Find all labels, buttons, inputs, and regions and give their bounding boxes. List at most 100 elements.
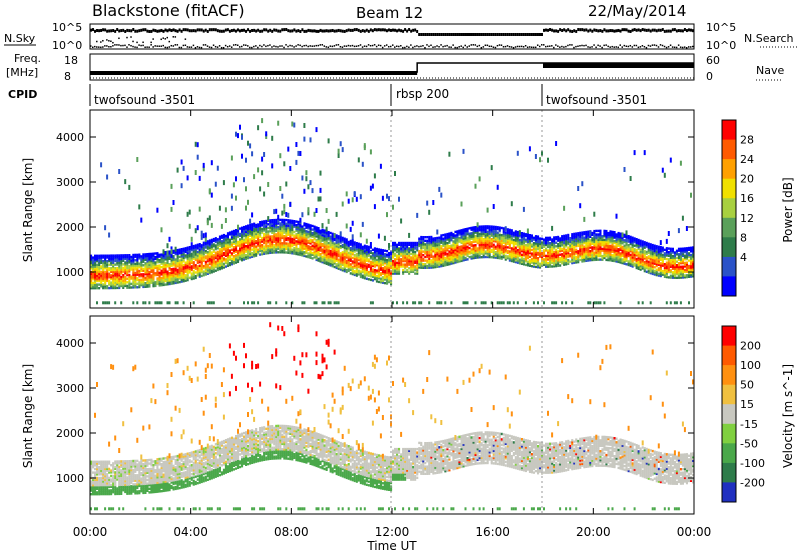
data-cell (194, 255, 197, 258)
data-cell (549, 265, 552, 268)
data-cell (210, 254, 213, 258)
data-cell (142, 269, 145, 272)
data-cell (224, 234, 227, 238)
data-cell (98, 272, 101, 275)
data-cell (206, 254, 209, 257)
data-cell (480, 225, 483, 228)
data-cell (464, 258, 467, 261)
data-cell (434, 264, 437, 267)
data-cell (269, 235, 272, 238)
data-cell (136, 282, 139, 285)
data-cell (235, 247, 238, 250)
data-cell (247, 140, 249, 146)
data-cell (190, 258, 193, 261)
data-cell (112, 286, 115, 290)
data-cell (605, 247, 608, 251)
data-cell (186, 278, 189, 282)
data-cell (520, 260, 523, 264)
data-cell (226, 235, 229, 239)
data-cell (194, 228, 197, 234)
data-cell (325, 251, 328, 255)
data-cell (641, 245, 644, 249)
data-cell (436, 242, 439, 245)
data-cell (555, 264, 558, 268)
data-cell (235, 261, 238, 264)
data-cell (398, 243, 401, 246)
data-cell (573, 257, 576, 261)
data-cell (249, 218, 252, 224)
data-cell (114, 281, 117, 284)
data-cell (172, 256, 175, 260)
data-cell (210, 263, 213, 267)
data-cell (323, 243, 326, 247)
data-cell (216, 250, 219, 254)
data-cell (174, 246, 177, 252)
data-cell (353, 259, 356, 262)
data-cell (545, 256, 548, 259)
data-cell (579, 255, 582, 258)
data-cell (649, 266, 652, 269)
data-cell (561, 242, 564, 245)
data-cell (440, 241, 443, 244)
data-cell (116, 277, 119, 281)
data-cell (299, 241, 302, 244)
data-cell (386, 278, 389, 282)
data-cell (275, 244, 278, 247)
data-cell (462, 246, 465, 249)
data-cell (476, 252, 479, 256)
data-cell (520, 233, 523, 237)
data-cell (438, 301, 441, 305)
data-cell (148, 276, 151, 279)
data-cell (94, 283, 97, 286)
data-cell (182, 165, 185, 171)
data-cell (307, 184, 310, 190)
data-cell (180, 267, 183, 271)
data-cell (245, 255, 248, 259)
data-cell (406, 261, 409, 264)
data-cell (180, 249, 183, 253)
data-cell (136, 266, 139, 269)
data-cell (333, 233, 336, 238)
data-cell (271, 228, 274, 231)
data-cell (460, 257, 463, 261)
data-cell (142, 267, 145, 271)
data-cell (484, 301, 487, 305)
data-cell (178, 273, 181, 277)
data-cell (359, 250, 362, 253)
data-cell (398, 265, 401, 268)
data-cell (255, 231, 258, 234)
data-cell (551, 301, 554, 305)
data-cell (345, 249, 348, 252)
data-cell (575, 236, 578, 239)
data-cell (587, 234, 590, 237)
data-cell (154, 282, 157, 286)
data-cell (488, 252, 491, 255)
data-cell (645, 263, 648, 266)
data-cell (464, 240, 467, 243)
data-cell (114, 259, 117, 263)
data-cell (349, 266, 352, 270)
data-cell (504, 251, 507, 254)
data-cell (132, 301, 135, 305)
data-cell (428, 255, 431, 259)
data-cell (583, 259, 586, 263)
data-cell (516, 150, 519, 156)
data-cell (416, 245, 419, 248)
data-cell (176, 167, 179, 173)
data-cell (241, 226, 244, 229)
data-cell (651, 261, 654, 265)
data-cell (245, 248, 248, 251)
data-cell (230, 259, 233, 262)
data-cell (192, 277, 195, 280)
data-cell (490, 232, 493, 235)
data-cell (585, 234, 588, 237)
data-cell (422, 257, 425, 260)
data-cell (265, 248, 268, 251)
data-cell (430, 248, 433, 251)
data-cell (230, 261, 233, 264)
data-cell (603, 242, 606, 245)
data-cell (414, 268, 417, 272)
data-cell (508, 232, 511, 235)
data-cell (321, 301, 324, 305)
data-cell (470, 248, 473, 251)
